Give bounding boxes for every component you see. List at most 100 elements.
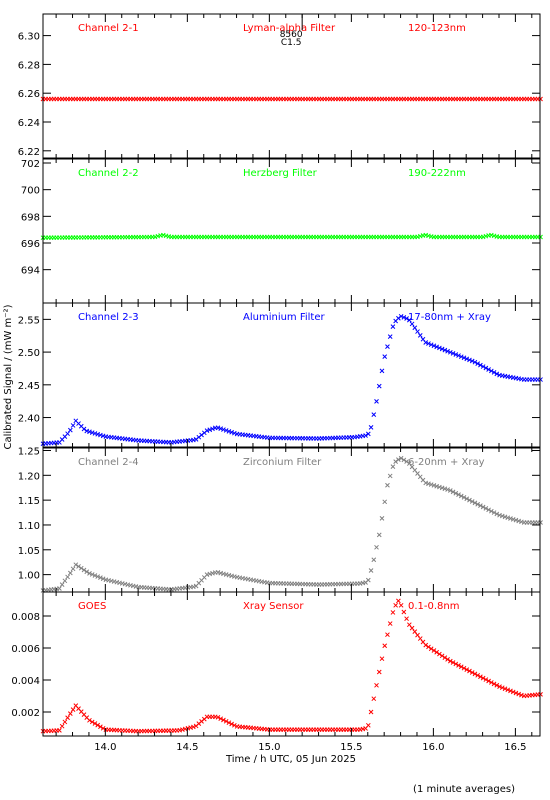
data-point: [461, 665, 467, 671]
data-point: [510, 689, 516, 695]
data-point: [461, 355, 467, 361]
data-point: [464, 356, 470, 362]
data-point: [439, 485, 445, 491]
data-point: [87, 429, 92, 435]
data-point: [538, 692, 543, 697]
y-tick-label: 694: [21, 266, 40, 277]
data-point: [472, 671, 478, 677]
data-point: [497, 512, 502, 518]
data-point: [65, 431, 70, 437]
data-point: [379, 515, 385, 521]
data-point: [488, 368, 494, 374]
y-tick-label: 1.25: [18, 446, 40, 457]
data-point: [406, 317, 412, 323]
data-point: [70, 423, 76, 428]
data-point: [382, 643, 388, 649]
data-point: [494, 371, 500, 377]
data-point: [516, 691, 522, 697]
y-tick-label: 702: [21, 159, 40, 170]
data-point: [464, 667, 470, 672]
data-point: [92, 431, 98, 436]
data-point: [401, 315, 407, 320]
data-point: [415, 329, 420, 334]
y-tick-label: 2.50: [18, 348, 40, 359]
data-point: [510, 516, 516, 522]
data-point: [417, 636, 423, 641]
data-point: [191, 584, 196, 590]
data-point: [483, 506, 489, 511]
panel-4: 1.00 1.05 1.10 1.15 1.20 1.25 Channel 2-4 Zirco…: [18, 446, 543, 593]
data-point: [513, 690, 519, 696]
y-tick-label: 700: [21, 186, 40, 197]
data-point: [95, 722, 101, 728]
data-point: [453, 490, 459, 496]
data-point: [204, 428, 210, 433]
panel-3: 2.40 2.45 2.50 2.55 Channel 2-3 Aluminium Fil…: [18, 302, 543, 448]
y-tick-label: 696: [21, 239, 40, 250]
x-tick-label: 15.0: [258, 742, 280, 753]
data-point: [467, 497, 472, 503]
data-point: [376, 669, 382, 675]
panel-label: Channel 2-2: [78, 168, 139, 179]
data-point: [499, 685, 505, 691]
y-tick-label: 6.26: [18, 89, 40, 100]
data-point: [467, 357, 472, 363]
data-point: [480, 364, 486, 369]
data-point: [428, 646, 434, 652]
data-point: [92, 573, 98, 578]
data-point: [379, 656, 385, 662]
panel-1: 6.22 6.24 6.26 6.28 6.30 Channel 2-1 Lyman-alp…: [18, 13, 543, 159]
data-point: [70, 566, 76, 572]
data-point: [215, 425, 221, 431]
data-point: [456, 662, 461, 668]
data-point: [221, 717, 226, 723]
data-point: [486, 507, 491, 513]
data-point: [431, 483, 437, 488]
y-tick-label: 1.00: [18, 571, 40, 582]
data-point: [538, 520, 543, 525]
data-point: [393, 602, 399, 608]
data-point: [472, 359, 478, 365]
panel-label: Channel 2-3: [78, 312, 139, 323]
y-tick-label: 6.30: [18, 32, 40, 43]
data-point: [387, 473, 393, 479]
x-tick-label: 16.0: [422, 742, 444, 753]
data-point: [385, 344, 390, 349]
data-point: [483, 365, 489, 371]
data-point: [488, 508, 494, 514]
data-point: [363, 433, 368, 438]
data-point: [396, 598, 401, 604]
data-point: [445, 657, 450, 662]
data-point: [450, 351, 456, 356]
data-point: [73, 562, 79, 568]
y-tick-label: 0.002: [11, 708, 40, 719]
data-point: [81, 426, 87, 432]
data-point: [426, 481, 431, 487]
panel-label: Xray Sensor: [243, 601, 304, 612]
data-point: [415, 632, 420, 638]
data-point: [480, 504, 486, 510]
data-point: [374, 544, 379, 550]
data-point: [445, 348, 450, 354]
data-point: [417, 333, 423, 338]
data-point: [365, 722, 371, 728]
data-point: [89, 430, 95, 435]
data-point: [404, 459, 409, 464]
data-point: [65, 715, 70, 721]
data-point: [57, 728, 62, 733]
data-point: [387, 334, 393, 339]
data-point: [87, 717, 92, 723]
data-point: [469, 670, 475, 675]
data-point: [445, 487, 450, 492]
data-point: [442, 486, 448, 492]
data-point: [423, 480, 429, 486]
data-point: [218, 426, 224, 431]
data-point: [538, 96, 543, 102]
panel-1-data: [40, 96, 543, 102]
data-point: [434, 649, 440, 655]
data-point: [374, 682, 379, 688]
data-point: [428, 482, 434, 487]
data-point: [478, 503, 483, 509]
data-point: [390, 324, 396, 329]
